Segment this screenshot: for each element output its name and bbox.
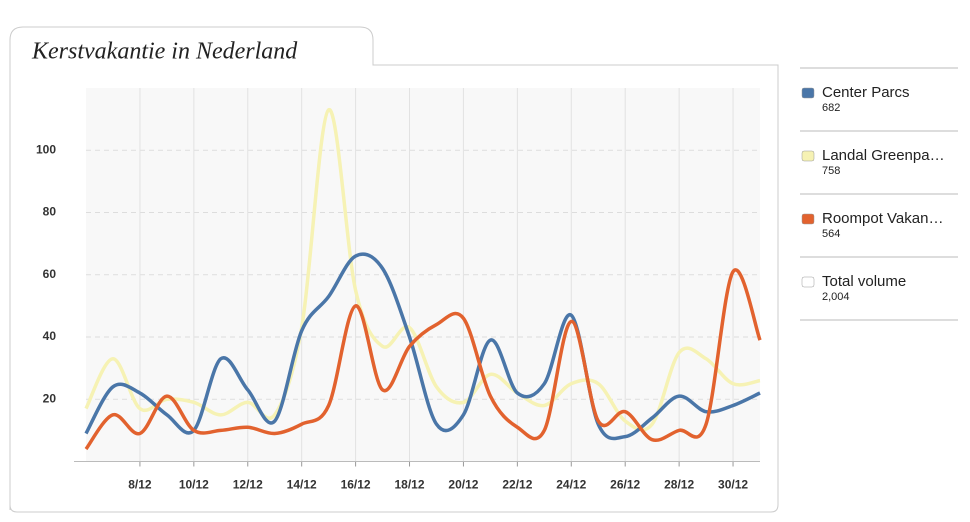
x-tick-label: 16/12 (341, 478, 371, 492)
legend-name: Landal Greenpa… (822, 147, 945, 164)
x-tick-label: 18/12 (395, 478, 425, 492)
legend-swatch (801, 213, 815, 225)
legend-value: 758 (822, 165, 840, 177)
x-tick-label: 12/12 (233, 478, 263, 492)
y-tick-label: 60 (43, 267, 57, 281)
legend-value: 2,004 (822, 291, 850, 303)
legend-swatch (801, 150, 815, 162)
y-tick-label: 80 (43, 205, 57, 219)
x-tick-label: 14/12 (287, 478, 317, 492)
x-tick-label: 28/12 (664, 478, 694, 492)
legend-name: Center Parcs (822, 84, 910, 101)
chart-title: Kerstvakantie in Nederland (31, 39, 298, 65)
x-tick-label: 30/12 (718, 478, 748, 492)
legend-value: 564 (822, 228, 840, 240)
x-tick-label: 26/12 (610, 478, 640, 492)
x-tick-label: 10/12 (179, 478, 209, 492)
y-tick-label: 40 (43, 329, 57, 343)
x-tick-label: 20/12 (448, 478, 478, 492)
line (84, 252, 761, 441)
legend-swatch (801, 276, 815, 288)
line (84, 268, 762, 451)
legend-name: Roompot Vakan… (822, 210, 943, 227)
legend-value: 682 (822, 102, 840, 114)
x-tick-label: 24/12 (556, 478, 586, 492)
y-tick-label: 20 (43, 391, 57, 405)
legend-swatch (801, 87, 815, 99)
y-tick-label: 100 (36, 142, 56, 156)
x-tick-label: 22/12 (502, 478, 532, 492)
legend-name: Total volume (822, 273, 906, 290)
x-tick-label: 8/12 (128, 478, 152, 492)
